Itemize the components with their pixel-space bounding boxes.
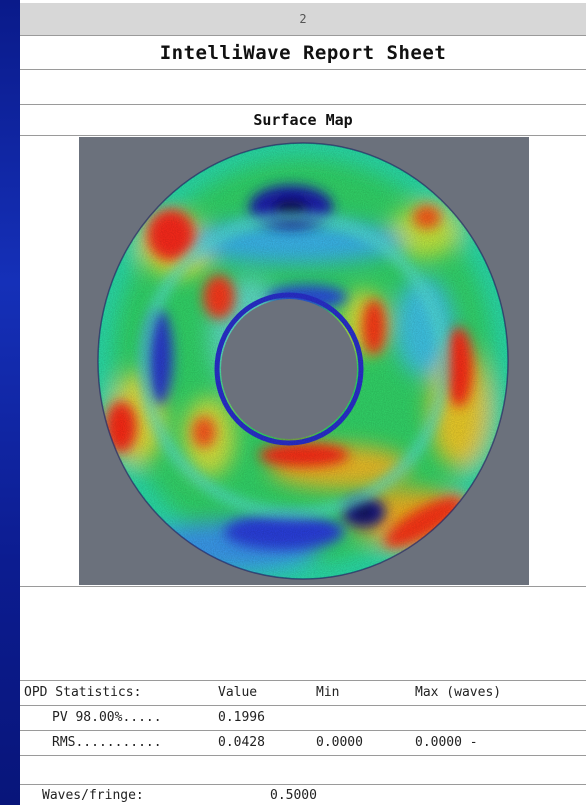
header-value: Value — [218, 685, 258, 700]
table-row: RMS........... 0.0428 0.0000 0.0000 - — [20, 730, 586, 755]
row-value: 0.1996 — [218, 710, 265, 725]
table-row: PV 98.00%..... 0.1996 — [20, 705, 586, 730]
row-label: RMS........... — [52, 735, 162, 750]
surface-map-image — [79, 137, 529, 585]
header-opd-statistics: OPD Statistics: — [24, 685, 142, 700]
row-label: PV 98.00%..... — [52, 710, 162, 725]
report-title: IntelliWave Report Sheet — [20, 37, 586, 70]
divider — [20, 586, 586, 587]
row-min: 0.0000 — [316, 735, 363, 750]
header-min: Min — [316, 685, 340, 700]
row-value: 0.0428 — [218, 735, 265, 750]
surface-map-graphic — [79, 137, 529, 585]
table-header-row: OPD Statistics: Value Min Max (waves) — [20, 680, 586, 705]
section-title: Surface Map — [20, 105, 586, 136]
row-max: 0.0000 - — [415, 735, 478, 750]
waves-fringe-row: Waves/fringe: 0.5000 — [20, 784, 586, 805]
page-number: 2 — [20, 3, 586, 36]
header-max: Max (waves) — [415, 685, 502, 700]
waves-fringe-label: Waves/fringe: — [42, 788, 144, 803]
report-sheet: 2 IntelliWave Report Sheet Surface Map — [20, 0, 586, 805]
opd-statistics-table: OPD Statistics: Value Min Max (waves) PV… — [20, 680, 586, 805]
blank-row — [20, 755, 586, 784]
waves-fringe-value: 0.5000 — [270, 788, 317, 803]
blank-row — [20, 70, 586, 105]
